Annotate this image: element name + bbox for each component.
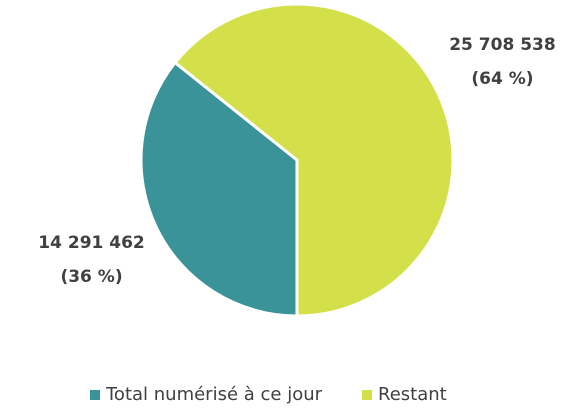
- percent-label: (36 %): [60, 267, 122, 287]
- percent-label: (64 %): [471, 69, 533, 89]
- pie-slice: [139, 60, 299, 318]
- legend-swatch: [362, 390, 372, 400]
- legend-label: Total numérisé à ce jour: [105, 384, 323, 405]
- pie-slice: [173, 2, 455, 318]
- value-label: 25 708 538: [449, 35, 555, 55]
- value-label: 14 291 462: [38, 233, 144, 253]
- legend-swatch: [90, 390, 100, 400]
- legend-label: Restant: [378, 384, 447, 405]
